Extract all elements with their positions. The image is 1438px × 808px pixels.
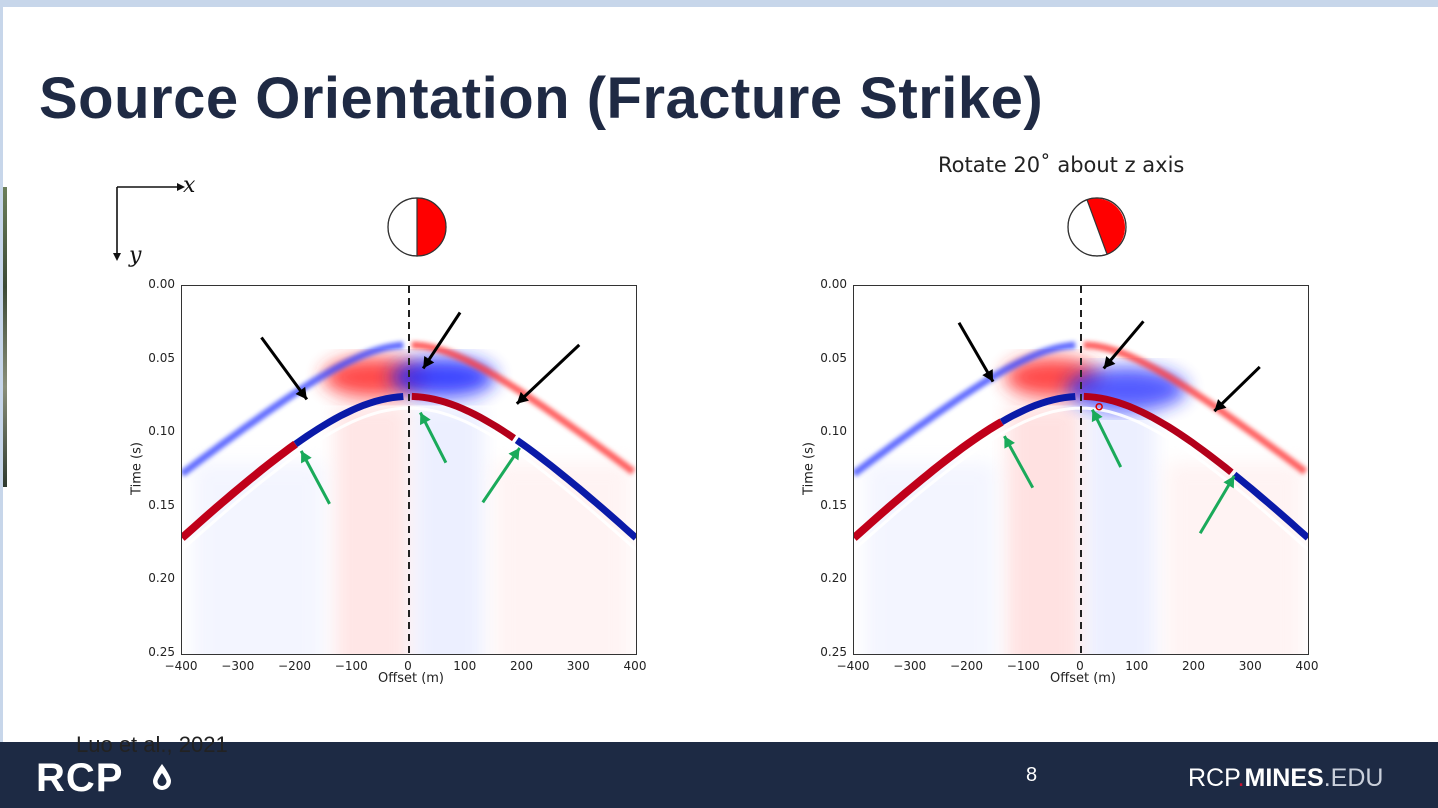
y-tick-label: 0.05: [803, 351, 847, 365]
energy-wash: [335, 404, 409, 654]
x-tick-label: 400: [605, 659, 665, 673]
x-tick-label: −200: [937, 659, 997, 673]
y-tick-label: 0.25: [803, 645, 847, 659]
y-tick-label: 0.05: [131, 351, 175, 365]
background-strip: [3, 187, 7, 487]
x-tick-label: 300: [548, 659, 608, 673]
droplet-icon: [150, 762, 174, 792]
seismogram-right: [854, 286, 1308, 654]
energy-wash: [494, 463, 630, 654]
x-tick-label: −300: [880, 659, 940, 673]
x-axis-label: Offset (m): [1023, 671, 1143, 686]
energy-wash: [1007, 404, 1081, 654]
site-prefix: RCP: [1188, 764, 1238, 792]
x-tick-label: 300: [1220, 659, 1280, 673]
black-arrow: [959, 323, 993, 382]
energy-wash: [415, 404, 483, 654]
y-tick-label: 0.20: [803, 571, 847, 585]
seismogram-plot-left: [181, 285, 637, 655]
energy-wash: [193, 463, 324, 654]
black-arrow: [261, 338, 306, 400]
x-tick-label: −400: [823, 659, 883, 673]
site-mines: MINES: [1245, 764, 1324, 792]
seismogram-plot-right: [853, 285, 1309, 655]
slide-title: Source Orientation (Fracture Strike): [39, 65, 1043, 132]
x-tick-label: −400: [151, 659, 211, 673]
energy-wash: [865, 463, 996, 654]
site-edu: .EDU: [1324, 764, 1384, 792]
page-number: 8: [1026, 764, 1037, 787]
x-tick-label: −200: [265, 659, 325, 673]
beachball-icon: [385, 195, 449, 259]
panel-right: −400 −300 −200 −100 0 100 200 300 400 0.00 0.05 0.1…: [795, 195, 1355, 705]
x-tick-label: 400: [1277, 659, 1337, 673]
y-axis-label: Time (s): [802, 429, 817, 509]
y-tick-label: 0.00: [803, 277, 847, 291]
panel-left: −400 −300 −200 −100 0 100 200 300 400 0.00 0.05 0.1…: [123, 195, 683, 705]
y-axis-label: Time (s): [130, 429, 145, 509]
x-tick-label: 200: [1164, 659, 1224, 673]
y-tick-label: 0.20: [131, 571, 175, 585]
citation: Luo et al., 2021: [76, 732, 228, 758]
beachball-rotated-icon: [1065, 195, 1129, 259]
energy-wash: [1087, 404, 1155, 654]
site-link[interactable]: RCP.MINES.EDU: [1188, 764, 1383, 793]
site-dot: .: [1238, 764, 1245, 792]
rotate-caption: Rotate 20˚ about z axis: [938, 153, 1184, 177]
black-arrow: [1214, 367, 1259, 411]
y-tick-label: 0.25: [131, 645, 175, 659]
x-tick-label: −300: [208, 659, 268, 673]
x-axis-label: Offset (m): [351, 671, 471, 686]
energy-wash: [1166, 463, 1302, 654]
y-tick-label: 0.00: [131, 277, 175, 291]
rcp-logo: RCP: [36, 756, 123, 801]
seismogram-left: [182, 286, 636, 654]
black-arrow: [517, 345, 579, 404]
x-tick-label: 200: [492, 659, 552, 673]
slide: Source Orientation (Fracture Strike) Rot…: [3, 7, 1438, 742]
